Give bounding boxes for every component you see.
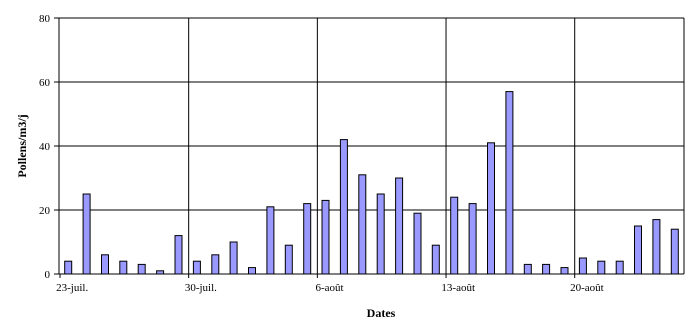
- y-tick-label: 80: [39, 13, 51, 25]
- bar: [138, 264, 145, 274]
- bar: [671, 229, 678, 274]
- bar: [396, 178, 403, 274]
- bar: [175, 236, 182, 274]
- y-tick-label: 60: [39, 77, 51, 89]
- y-tick-label: 40: [39, 141, 51, 153]
- bar: [579, 258, 586, 274]
- y-tick-label: 0: [45, 269, 51, 281]
- bar: [359, 175, 366, 274]
- bar: [193, 261, 200, 274]
- bar: [285, 245, 292, 274]
- bar: [543, 264, 550, 274]
- y-axis-title: Pollens/m3/j: [15, 114, 29, 177]
- x-tick-label: 13-août: [441, 282, 475, 294]
- bar: [451, 197, 458, 274]
- bar: [488, 143, 495, 274]
- bar: [598, 261, 605, 274]
- bar: [102, 255, 109, 274]
- x-tick-label: 6-août: [315, 282, 343, 294]
- bar: [340, 140, 347, 274]
- bar: [377, 194, 384, 274]
- bar: [267, 207, 274, 274]
- bar: [524, 264, 531, 274]
- bar: [322, 200, 329, 274]
- y-tick-label: 20: [39, 205, 51, 217]
- x-tick-label: 23-juil.: [56, 282, 88, 294]
- bar: [432, 245, 439, 274]
- x-tick-label: 30-juil.: [185, 282, 217, 294]
- bar: [616, 261, 623, 274]
- bar: [212, 255, 219, 274]
- bar: [653, 220, 660, 274]
- plot-area: 0 20 40 60 80 23-juil. 30-juil. 6-août 13-août 20…: [39, 13, 684, 294]
- x-tick-label: 20-août: [570, 282, 604, 294]
- bar: [469, 204, 476, 274]
- bar: [249, 268, 256, 274]
- bar: [506, 92, 513, 274]
- bar: [304, 204, 311, 274]
- bar: [230, 242, 237, 274]
- bar: [83, 194, 90, 274]
- x-axis-title: Dates: [367, 306, 396, 320]
- bar: [120, 261, 127, 274]
- bar: [414, 213, 421, 274]
- bar: [65, 261, 72, 274]
- bar: [635, 226, 642, 274]
- bar: [561, 268, 568, 274]
